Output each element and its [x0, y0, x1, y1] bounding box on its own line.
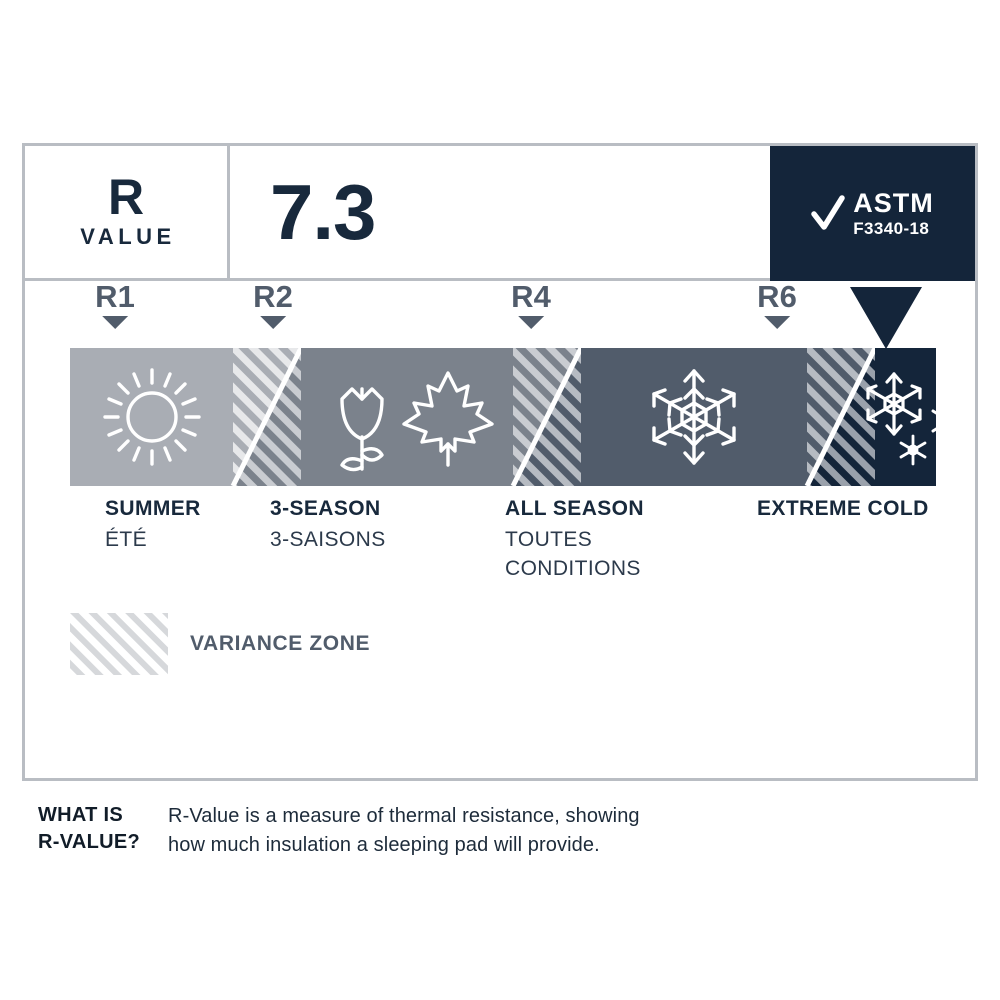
- footer-answer-line1: R-Value is a measure of thermal resistan…: [168, 805, 640, 827]
- category-summer: SUMMER ÉTÉ: [105, 496, 201, 555]
- astm-badge: ASTM F3340-18: [770, 146, 975, 281]
- r-value-number: 7.3: [270, 168, 376, 256]
- category-label-en: EXTREME COLD: [757, 497, 929, 520]
- variance-zone-2: [510, 348, 584, 486]
- variance-zone-legend: VARIANCE ZONE: [70, 613, 370, 675]
- astm-text-group: ASTM F3340-18: [853, 189, 934, 237]
- r-letter: R: [107, 169, 145, 226]
- tick-arrow-icon: [763, 316, 790, 329]
- footer-question-line1: WHAT IS: [38, 804, 124, 826]
- header-row: R VALUE 7.3 ASTM F3340-18: [25, 146, 975, 281]
- tick-label: R2: [253, 279, 293, 314]
- tick-row: R1 R2 R4 R6: [25, 281, 975, 356]
- category-label-en: ALL SEASON: [505, 497, 644, 520]
- footer-question-line2: R-VALUE?: [38, 831, 141, 853]
- astm-standard: F3340-18: [853, 218, 930, 238]
- tick-arrow-icon: [101, 316, 128, 329]
- rating-bar: [70, 348, 936, 486]
- variance-zone-3: [804, 348, 878, 486]
- category-label-fr: TOUTES CONDITIONS: [505, 528, 641, 580]
- checkmark-icon: [811, 194, 845, 230]
- tick-r2: R2: [253, 281, 293, 329]
- hatch-swatch-graphic: [70, 613, 168, 675]
- sun-icon: [103, 368, 201, 466]
- category-labels: SUMMER ÉTÉ 3-SEASON 3-SAISONS ALL SEASON…: [70, 496, 936, 606]
- category-label-en: 3-SEASON: [270, 497, 381, 520]
- snowflakes-icon: [866, 372, 936, 466]
- snowflake-icon: [652, 369, 736, 465]
- footer-answer-line2: how much insulation a sleeping pad will …: [168, 834, 600, 856]
- category-extreme-cold: EXTREME COLD: [757, 496, 929, 522]
- footer-answer: R-Value is a measure of thermal resistan…: [168, 802, 640, 860]
- astm-title: ASTM: [853, 188, 934, 219]
- tick-label: R6: [757, 279, 797, 314]
- tick-label: R4: [511, 279, 551, 314]
- r-value-card: R VALUE 7.3 ASTM F3340-18 R1: [22, 143, 978, 781]
- variance-zone-1: [230, 348, 304, 486]
- category-3-season: 3-SEASON 3-SAISONS: [270, 496, 386, 555]
- tick-label: R1: [95, 279, 135, 314]
- segment-3-season: [301, 348, 513, 486]
- variance-zone-label: VARIANCE ZONE: [190, 632, 371, 655]
- current-value-pointer: [850, 287, 922, 349]
- tulip-icon: [340, 387, 384, 472]
- category-label-en: SUMMER: [105, 497, 201, 520]
- diagonal-hatch-swatch: [70, 613, 168, 675]
- r-value-number-cell: 7.3: [230, 146, 770, 281]
- segment-extreme-cold: [875, 348, 936, 486]
- tick-r4: R4: [511, 281, 551, 329]
- scale-body: R1 R2 R4 R6: [25, 281, 975, 781]
- category-all-season: ALL SEASON TOUTES CONDITIONS: [505, 496, 675, 583]
- footer-question: WHAT IS R-VALUE?: [38, 802, 140, 860]
- rating-bar-graphic: [70, 348, 936, 486]
- tick-r6: R6: [757, 281, 797, 329]
- value-word: VALUE: [80, 223, 176, 249]
- r-value-label-cell: R VALUE: [25, 146, 230, 281]
- tick-arrow-icon: [517, 316, 544, 329]
- footer: WHAT IS R-VALUE? R-Value is a measure of…: [38, 802, 640, 860]
- tick-arrow-icon: [259, 316, 286, 329]
- maple-leaf-icon: [402, 371, 494, 467]
- category-label-fr: 3-SAISONS: [270, 528, 386, 552]
- category-label-fr: ÉTÉ: [105, 528, 148, 552]
- tick-r1: R1: [95, 281, 135, 329]
